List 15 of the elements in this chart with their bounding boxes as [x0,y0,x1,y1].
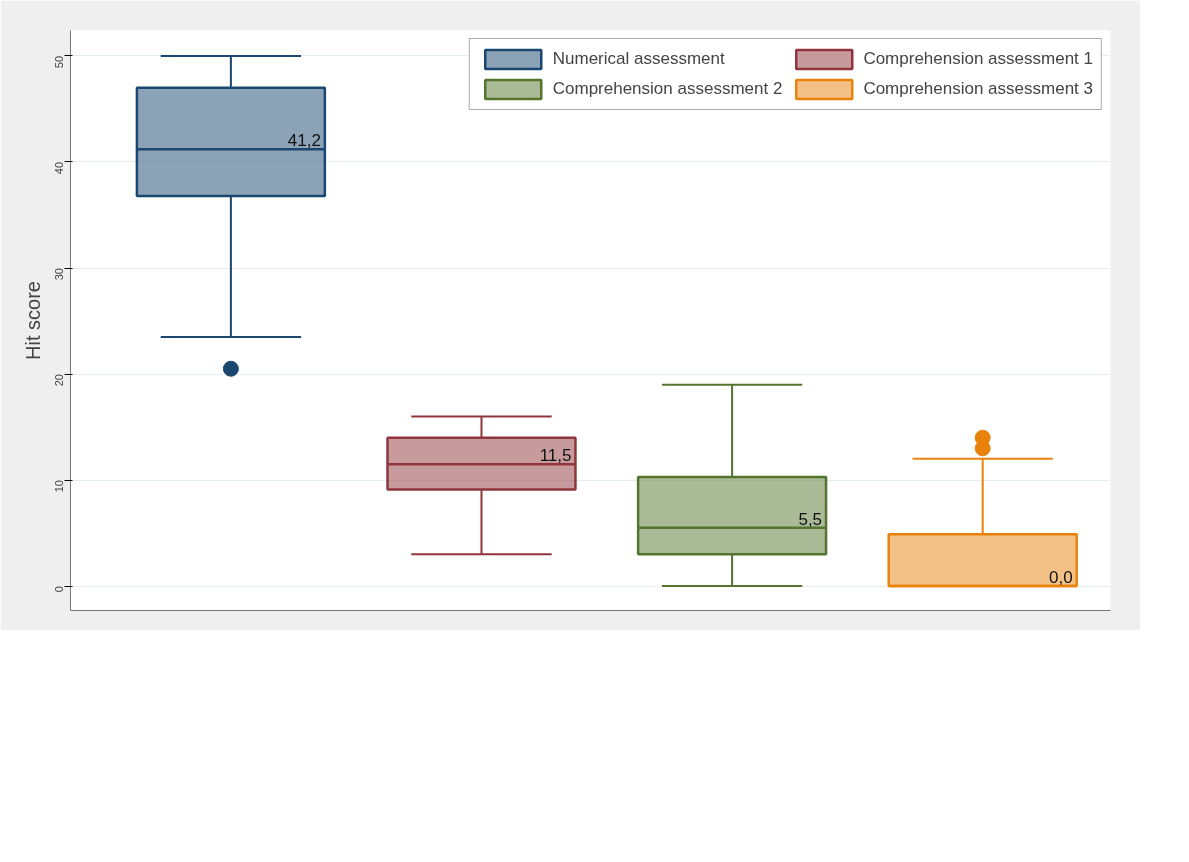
text: 5,5 [798,509,823,529]
y-tick-label: 40 [53,161,66,175]
y-tick-label: 20 [53,374,66,387]
y-tick-label: 10 [53,480,66,493]
legend-label: Comprehension assessment 3 [863,79,1093,99]
legend-label: Numerical assessment [552,49,725,69]
y-tick-label: 30 [53,268,66,281]
text: 41,2 [287,131,321,151]
y-tick-label: 50 [53,55,66,69]
text: 11,5 [539,446,572,466]
legend-label: Comprehension assessment 2 [552,79,783,99]
y-tick-label: 0 [53,586,66,593]
y-axis-title: Hit score [21,281,44,360]
legend-label: Comprehension assessment 1 [863,49,1093,69]
text: 0,0 [1049,568,1073,588]
